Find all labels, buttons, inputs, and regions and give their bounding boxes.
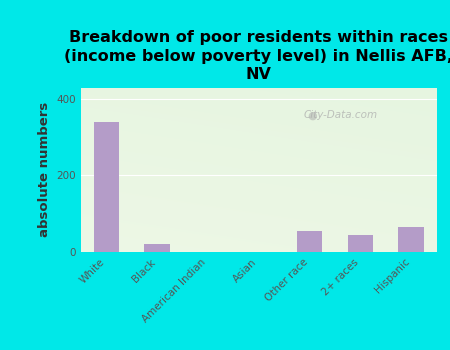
Y-axis label: absolute numbers: absolute numbers: [38, 102, 51, 237]
Bar: [398, 227, 424, 252]
Bar: [94, 122, 119, 252]
Text: ●: ●: [307, 111, 317, 120]
Bar: [297, 231, 322, 252]
Title: Breakdown of poor residents within races
(income below poverty level) in Nellis : Breakdown of poor residents within races…: [64, 30, 450, 82]
Bar: [144, 244, 170, 252]
Bar: [347, 235, 373, 252]
Text: City-Data.com: City-Data.com: [303, 111, 378, 120]
